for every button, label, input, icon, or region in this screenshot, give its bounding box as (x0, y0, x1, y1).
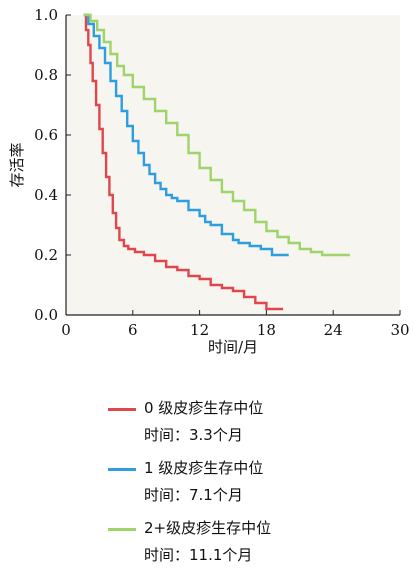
x-tick-label: 12 (190, 321, 209, 339)
series-line-1 (83, 13, 289, 257)
legend-sublabel-1: 时间：7.1个月 (144, 486, 243, 504)
y-tick-label: 0.4 (34, 186, 58, 204)
x-tick-label: 24 (324, 321, 343, 339)
x-tick-label: 0 (61, 321, 71, 339)
series-group (83, 13, 350, 311)
legend-sublabel-2: 时间：11.1个月 (144, 546, 253, 564)
legend-swatch-0 (108, 408, 136, 411)
legend-item-2: 2+级皮疹生存中位 时间：11.1个月 (108, 516, 408, 572)
y-tick-label: 0.8 (34, 66, 58, 84)
x-tick-label: 6 (128, 321, 138, 339)
x-tick-label: 30 (390, 321, 409, 339)
legend-item-1: 1 级皮疹生存中位 时间：7.1个月 (108, 456, 408, 512)
legend-swatch-2 (108, 528, 136, 531)
y-tick-label: 0.2 (34, 246, 58, 264)
series-line-2 (83, 13, 350, 257)
survival-chart: 0 6 12 18 24 30 0.0 0.2 0.4 0.6 0.8 1.0 存活率 时间/月 (8, 6, 410, 356)
legend-label-1: 1 级皮疹生存中位 (144, 459, 264, 477)
x-axis-label: 时间/月 (208, 338, 258, 356)
legend-swatch-1 (108, 468, 136, 471)
legend: 0 级皮疹生存中位 时间：3.3个月 1 级皮疹生存中位 时间：7.1个月 2+… (108, 396, 408, 576)
legend-label-0: 0 级皮疹生存中位 (144, 399, 264, 417)
axes-group: 0 6 12 18 24 30 0.0 0.2 0.4 0.6 0.8 1.0 (34, 6, 409, 339)
series-line-0 (83, 13, 284, 311)
y-axis-label: 存活率 (8, 142, 26, 187)
y-tick-label: 0.6 (34, 126, 58, 144)
x-tick-label: 18 (257, 321, 276, 339)
y-tick-label: 1.0 (34, 6, 58, 24)
y-tick-label: 0.0 (34, 306, 58, 324)
legend-label-2: 2+级皮疹生存中位 (144, 519, 272, 537)
legend-item-0: 0 级皮疹生存中位 时间：3.3个月 (108, 396, 408, 452)
legend-sublabel-0: 时间：3.3个月 (144, 426, 243, 444)
